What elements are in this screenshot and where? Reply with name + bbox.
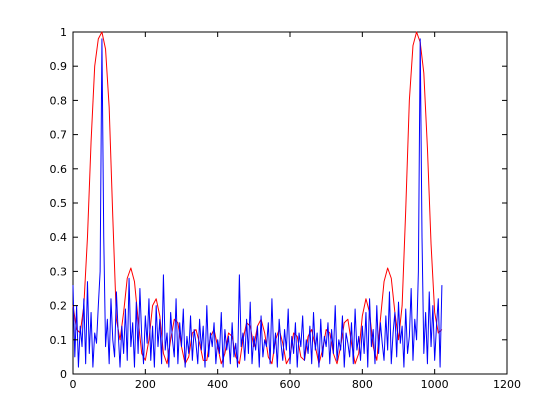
x-tick-label: 200 xyxy=(135,378,156,391)
y-tick-label: 0.9 xyxy=(50,60,68,73)
x-tick-label: 400 xyxy=(207,378,228,391)
y-tick-label: 0.4 xyxy=(50,231,68,244)
y-tick-label: 0.5 xyxy=(50,197,68,210)
y-tick-label: 1 xyxy=(60,26,67,39)
series-line-2 xyxy=(72,38,443,368)
y-tick-label: 0.1 xyxy=(50,334,68,347)
y-tick-label: 0.7 xyxy=(50,129,68,142)
x-tick-label: 1200 xyxy=(493,378,521,391)
x-tick-label: 0 xyxy=(70,378,77,391)
y-tick-label: 0 xyxy=(60,368,67,381)
y-tick-label: 0.6 xyxy=(50,163,68,176)
x-tick-label: 800 xyxy=(352,378,373,391)
x-tick-label: 1000 xyxy=(421,378,449,391)
tick-layer: 0 200 400 600 800 1000 1200 0 0.1 0.2 0.3 0.4 0.5 0.6… xyxy=(50,26,522,391)
y-tick-label: 0.2 xyxy=(50,300,68,313)
y-tick-label: 0.8 xyxy=(50,94,68,107)
series-layer xyxy=(72,31,443,368)
y-tick-label: 0.3 xyxy=(50,265,68,278)
x-tick-label: 600 xyxy=(280,378,301,391)
